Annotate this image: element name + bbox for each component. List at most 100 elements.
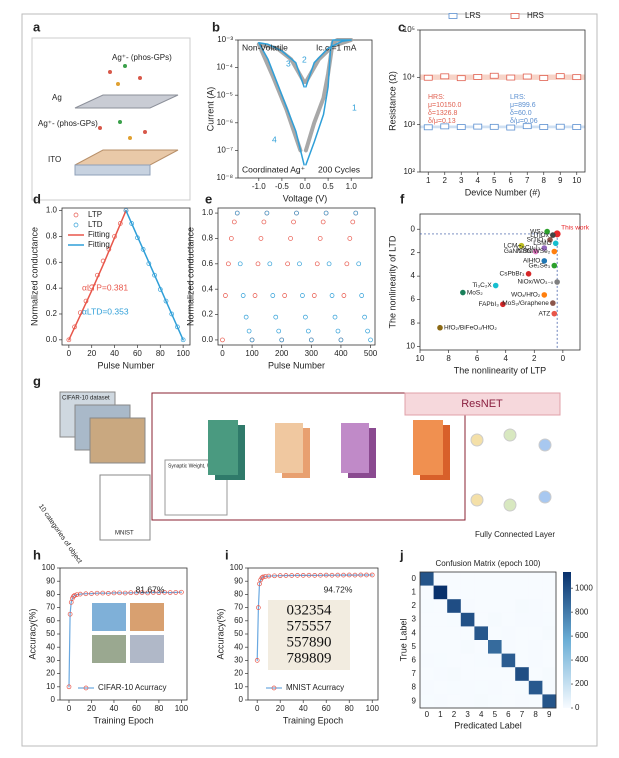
heat-cell — [515, 612, 530, 627]
layer-label: Ag — [52, 93, 62, 102]
x-tick-label: 7 — [525, 176, 530, 185]
box-marker — [572, 124, 582, 130]
point — [67, 611, 73, 617]
y-tick-label: 90 — [46, 576, 55, 585]
heat-cell — [433, 626, 448, 641]
y-tick-label: 0.8 — [202, 234, 214, 243]
box-marker — [456, 75, 466, 82]
y-tick-label: 40 — [46, 642, 55, 651]
point — [346, 572, 352, 578]
x-axis-label: Voltage (V) — [283, 193, 328, 203]
panel-label: b — [212, 19, 220, 34]
chart-title: Confusion Matrix (epoch 100) — [436, 559, 541, 568]
heat-cell — [460, 585, 475, 600]
ito-layer — [74, 149, 179, 166]
y-tick-label: 6 — [411, 295, 416, 304]
resnet-label: ResNET — [461, 398, 503, 410]
heat-cell — [542, 599, 557, 614]
point — [163, 298, 169, 304]
mnist-digits-box — [268, 600, 350, 670]
heat-cell — [528, 640, 543, 654]
heat-cell — [501, 626, 516, 641]
y-tick-label: 50 — [234, 629, 243, 638]
x-tick-label: 6 — [509, 176, 514, 185]
point — [359, 293, 365, 298]
x-tick-label: 5 — [493, 710, 498, 719]
heat-cell — [528, 667, 543, 682]
heat-cell — [433, 585, 448, 600]
heat-cell — [542, 667, 557, 682]
panel-label: i — [225, 547, 229, 562]
annotation: μ=10150.0 — [428, 102, 462, 109]
figure-border — [21, 13, 598, 747]
point — [270, 293, 276, 298]
plot-frame — [419, 213, 581, 351]
y-tick-label: 50 — [46, 629, 55, 638]
dataset-label: CIFAR-10 dataset — [62, 396, 110, 402]
heat-cell — [528, 653, 543, 668]
point — [344, 261, 350, 267]
x-tick-label: 300 — [305, 349, 319, 358]
x-tick-label: 7 — [520, 710, 525, 719]
legend-label: CIFAR-10 Acurracy — [98, 683, 166, 692]
y-tick-label: 60 — [46, 616, 55, 625]
point — [341, 293, 347, 298]
point-label: NiOx/WO₃₋ₓ — [517, 279, 554, 286]
point — [554, 279, 560, 285]
y-tick-label: 70 — [46, 603, 55, 612]
y-axis-label: Current (A) — [205, 87, 215, 132]
x-tick-label: 80 — [154, 704, 163, 713]
point-label: GaN/ZnO — [504, 248, 532, 255]
panel-label: a — [33, 19, 41, 34]
y-tick-label: 30 — [46, 656, 55, 665]
annotation: Ic.c.=1 mA — [316, 42, 357, 52]
heat-cell — [501, 612, 516, 627]
panel-label: d — [33, 191, 41, 206]
x-tick-label: 20 — [87, 704, 96, 713]
annotation: δ=1326.8 — [428, 110, 458, 117]
point — [264, 210, 270, 216]
heat-cell — [501, 599, 516, 614]
point — [347, 236, 353, 241]
box-marker — [456, 124, 466, 130]
y-tick-label: 6 — [412, 656, 417, 665]
x-tick-label: 10 — [572, 176, 581, 185]
heat-cell — [488, 599, 502, 614]
plot-frame — [217, 207, 376, 346]
heat-cell — [501, 585, 516, 600]
x-tick-label: 9 — [558, 176, 563, 185]
point — [311, 293, 317, 298]
heat-cell — [474, 572, 489, 586]
x-axis-label: Training Epoch — [93, 715, 153, 725]
point — [518, 242, 525, 249]
y-tick-label: 4 — [412, 628, 417, 637]
point — [262, 574, 268, 579]
point — [353, 210, 359, 216]
y-tick-label: 10 — [406, 342, 415, 351]
heat-cell — [528, 585, 543, 600]
panel-label: g — [33, 373, 41, 388]
heat-cell — [447, 694, 462, 709]
y-tick-label: 10² — [403, 167, 415, 176]
series-line — [256, 574, 373, 661]
point — [492, 282, 499, 289]
heat-cell — [515, 599, 530, 614]
colorbar-label: 800 — [575, 607, 589, 616]
heat-cell — [488, 667, 502, 682]
point-label: WOₓ/HfO₂ — [511, 292, 541, 299]
y-tick-label: 0.8 — [46, 232, 58, 241]
y-tick-label: 100 — [230, 563, 244, 572]
point — [228, 236, 234, 241]
heat-cell — [420, 599, 434, 614]
heat-cell — [447, 653, 462, 668]
heat-cell — [515, 585, 530, 600]
colorbar — [563, 572, 571, 708]
point — [234, 210, 240, 216]
heat-cell — [474, 667, 489, 682]
x-tick-label: 4 — [479, 710, 484, 719]
heat-cell — [433, 667, 448, 682]
x-tick-label: 0 — [255, 704, 260, 713]
heat-cell — [515, 626, 530, 641]
heat-cell — [447, 599, 462, 614]
heat-cell — [433, 680, 448, 695]
